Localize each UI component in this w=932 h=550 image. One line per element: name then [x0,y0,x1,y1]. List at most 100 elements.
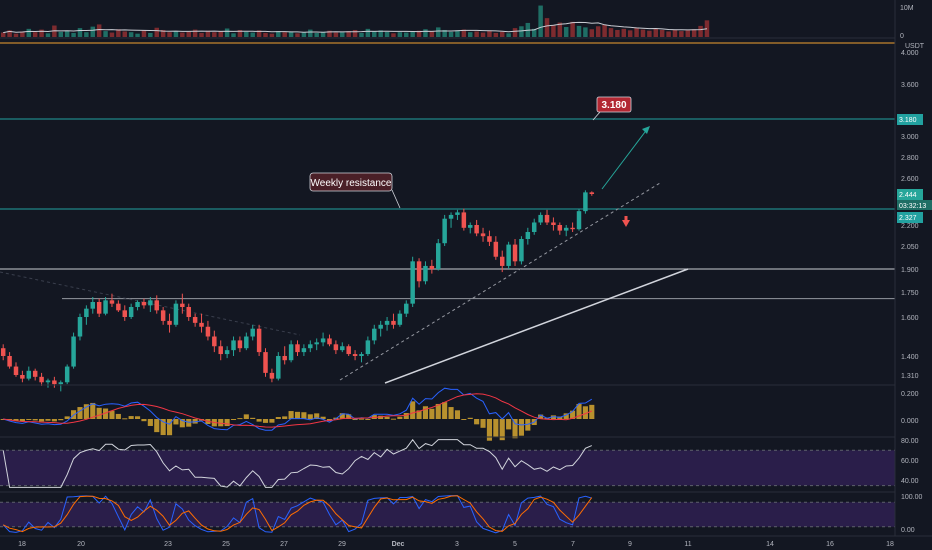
volume-bar [109,32,115,37]
candle-body [455,212,460,215]
volume-bar [423,29,428,37]
macd-histogram-bar [256,419,262,422]
volume-bar [410,31,415,37]
volume-bar [90,26,96,37]
macd-histogram-bar [570,410,576,419]
time-tick-label: 14 [766,541,774,548]
candle-body [244,336,249,349]
macd-histogram-bar [448,407,454,419]
volume-bar [192,29,198,37]
candle-body [410,261,415,304]
countdown-timer: 03:32:13 [899,203,926,210]
macd-histogram-bar [410,401,416,419]
volume-bar [84,32,89,37]
candle-body [26,370,32,379]
candle-body [186,307,191,317]
macd-histogram-bar [474,419,480,425]
volume-bar [250,32,255,37]
time-tick-label: 20 [77,541,85,548]
volume-bar [634,27,639,37]
price-panel[interactable]: Weekly resistance 3.180 [0,42,895,392]
rising-support-trendline [384,268,689,384]
candle-body [589,192,595,194]
macd-histogram-bar [493,419,499,437]
macd-histogram-bar [563,413,569,419]
time-tick-label: 27 [280,541,288,548]
volume-bar [448,31,454,37]
candle-body [180,303,185,307]
volume-bar [685,30,691,37]
volume-bar [365,28,371,37]
volume-ma-line [3,21,708,34]
candle-body [160,310,166,321]
volume-bar [301,32,307,37]
macd-histogram-bar [422,406,429,419]
volume-bar [269,33,275,37]
volume-bar [154,27,159,37]
price-tick-label: 4.000 [901,50,919,57]
macd-histogram-bar [301,412,307,419]
last-price-tick: 2.444 [899,192,917,199]
candle-body [269,372,275,379]
down-arrow-stem [624,216,628,221]
volume-bar [461,29,467,37]
volume-bar [352,29,358,37]
candle-body [276,356,281,379]
macd-histogram-bar [39,419,45,422]
currency-label: USDT [905,43,925,50]
macd-histogram-bar [384,416,390,419]
macd-histogram-bar [134,416,141,419]
volume-bar [295,33,300,37]
volume-bar [96,24,102,37]
price-tick-label: 2.800 [901,155,919,162]
volume-bar [544,18,550,37]
candle-body [77,317,83,337]
price-tick-label: 3.000 [901,134,919,141]
candle-body [378,324,383,329]
candle-body [474,225,479,234]
candle-body [58,382,64,385]
candle-body [71,336,76,367]
candle-body [487,236,492,242]
macd-histogram-bar [307,414,313,419]
price-tick-label: 1.400 [901,354,919,361]
rsi-line [2,438,592,488]
time-axis[interactable]: 18 20 23 25 27 29 Dec 3 5 7 9 11 14 16 18 [0,535,932,548]
macd-histogram-bar [224,419,230,427]
candle-body [135,302,140,307]
candle-body [96,302,102,314]
volume-bar [679,31,684,37]
volume-bar [26,28,32,37]
volume-bar [58,31,64,37]
volume-bar [288,31,294,37]
volume-bar [103,31,108,37]
volume-bar [218,31,223,37]
candle-body [154,300,159,311]
candle-body [295,344,300,353]
target-pointer [592,111,601,121]
candle-body [84,308,89,317]
candle-body [218,346,223,355]
volume-bar [615,29,620,37]
volume-bar [45,33,51,37]
candle-body [52,380,57,385]
candle-body [365,340,371,355]
volume-bar [180,32,185,37]
macd-histogram-bar [45,419,51,421]
volume-bar [128,32,134,37]
macd-histogram-bar [275,417,281,419]
macd-histogram-bar [154,419,160,433]
macd-histogram-bar [454,410,461,419]
macd-histogram-bar [230,419,237,420]
volume-bar [538,5,543,38]
candle-body [256,328,262,353]
macd-histogram-bar [51,419,57,422]
down-arrow-icon [622,220,630,227]
stoch-k-line [2,495,592,534]
price-tick-label: 1.600 [901,315,919,322]
macd-histogram-bar [141,419,147,422]
candle-body [64,366,70,383]
candle-body [212,336,217,347]
